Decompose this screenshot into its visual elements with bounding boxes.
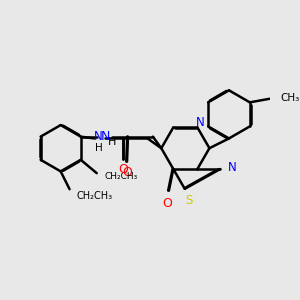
Text: H: H bbox=[95, 143, 102, 153]
Text: O: O bbox=[122, 166, 132, 179]
Text: N: N bbox=[227, 161, 236, 174]
Text: CH₂CH₃: CH₂CH₃ bbox=[77, 191, 113, 201]
Text: O: O bbox=[162, 197, 172, 210]
Text: CH₃: CH₃ bbox=[280, 93, 299, 103]
Text: S: S bbox=[185, 194, 193, 207]
Text: H: H bbox=[108, 137, 117, 147]
Text: O: O bbox=[118, 163, 128, 176]
Text: N: N bbox=[101, 130, 111, 143]
Text: CH₂CH₃: CH₂CH₃ bbox=[105, 172, 138, 181]
Text: N: N bbox=[196, 116, 204, 129]
Text: N: N bbox=[94, 130, 103, 143]
